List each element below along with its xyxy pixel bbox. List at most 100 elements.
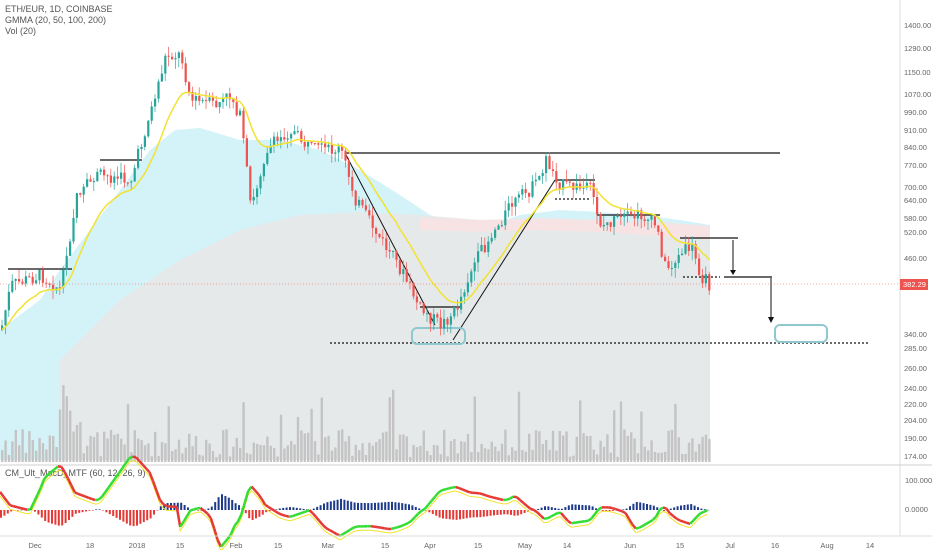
candle-body bbox=[69, 241, 72, 256]
volume-bar bbox=[477, 452, 480, 462]
macd-line-segment bbox=[536, 511, 542, 517]
candle-body bbox=[75, 193, 78, 218]
macd-hist-bar bbox=[673, 507, 676, 510]
candle-body bbox=[439, 317, 442, 329]
candle-body bbox=[456, 306, 459, 310]
candle-body bbox=[633, 213, 636, 219]
price-tick-label: 240.00 bbox=[904, 384, 927, 393]
candle-body bbox=[18, 278, 21, 282]
macd-hist-bar bbox=[428, 510, 431, 513]
macd-line-segment bbox=[621, 510, 627, 515]
macd-hist-bar bbox=[700, 508, 703, 510]
volume-bar bbox=[222, 430, 225, 462]
volume-bar bbox=[157, 456, 160, 462]
volume-bar bbox=[11, 441, 14, 462]
macd-hist-bar bbox=[336, 499, 339, 510]
volume-bar bbox=[211, 450, 215, 462]
candle-body bbox=[82, 186, 85, 195]
candle-body bbox=[687, 244, 690, 251]
macd-line-segment bbox=[515, 496, 522, 502]
volume-bar bbox=[630, 432, 633, 462]
price-tick-label: 260.00 bbox=[904, 364, 927, 373]
macd-line-segment bbox=[0, 491, 5, 498]
macd-line-segment bbox=[407, 519, 413, 525]
macd-line-segment bbox=[138, 460, 144, 466]
candle-body bbox=[194, 95, 197, 101]
time-tick-label: Jul bbox=[725, 541, 735, 550]
macd-line-segment bbox=[417, 509, 423, 515]
macd-hist-bar bbox=[234, 503, 237, 510]
volume-bar bbox=[109, 429, 113, 462]
volume-bar bbox=[626, 435, 629, 462]
macd-hist-bar bbox=[635, 502, 638, 510]
macd-line-segment bbox=[394, 525, 399, 530]
volume-bar bbox=[228, 456, 232, 462]
macd-hist-bar bbox=[238, 505, 240, 510]
macd-line-segment bbox=[499, 497, 504, 502]
macd-hist-bar bbox=[540, 507, 543, 510]
macd-hist-bar bbox=[357, 502, 359, 510]
price-tick-label: 770.00 bbox=[904, 161, 927, 170]
candle-body bbox=[341, 146, 344, 151]
time-tick-label: 18 bbox=[86, 541, 94, 550]
candle-body bbox=[218, 102, 221, 108]
time-tick-label: 14 bbox=[563, 541, 571, 550]
candle-body bbox=[181, 52, 184, 64]
volume-bar bbox=[487, 449, 490, 462]
volume-bar bbox=[548, 449, 551, 462]
price-tick-label: 1070.00 bbox=[904, 90, 931, 99]
macd-line-segment bbox=[60, 465, 66, 473]
macd-line-segment bbox=[434, 491, 440, 498]
candle-body bbox=[7, 291, 10, 311]
macd-line-segment bbox=[243, 490, 250, 503]
macd-hist-bar bbox=[180, 502, 183, 510]
macd-hist-bar bbox=[163, 504, 166, 510]
candle-body bbox=[273, 136, 276, 146]
macd-hist-bar bbox=[282, 507, 285, 510]
price-tick-label: 220.00 bbox=[904, 400, 927, 409]
macd-hist-bar bbox=[476, 510, 478, 518]
candle-body bbox=[313, 143, 316, 145]
macd-line-segment bbox=[87, 496, 93, 501]
volume-bar bbox=[290, 440, 293, 462]
macd-line-segment bbox=[298, 511, 304, 515]
macd-line-segment bbox=[329, 529, 334, 534]
volume-bar bbox=[568, 456, 572, 462]
candle-body bbox=[86, 179, 89, 187]
volume-bar bbox=[609, 452, 612, 462]
macd-line-segment bbox=[608, 506, 613, 510]
macd-line-segment bbox=[641, 522, 647, 528]
candle-body bbox=[106, 175, 109, 177]
candle-body bbox=[551, 169, 554, 172]
macd-line-segment bbox=[13, 505, 18, 509]
volume-bar bbox=[106, 438, 109, 462]
macd-hist-bar bbox=[142, 510, 145, 523]
volume-bar bbox=[596, 454, 599, 462]
macd-hist-bar bbox=[601, 510, 604, 512]
macd-line-segment bbox=[560, 512, 566, 518]
macd-line-segment bbox=[550, 513, 555, 518]
macd-line-segment bbox=[111, 477, 117, 484]
macd-line-segment bbox=[32, 494, 39, 503]
volume-bar bbox=[405, 436, 408, 462]
candle-body bbox=[293, 131, 296, 135]
volume-bar bbox=[239, 447, 242, 462]
macd-hist-bar bbox=[629, 506, 631, 510]
macd-hist-bar bbox=[248, 510, 251, 519]
price-tick-label: 285.00 bbox=[904, 344, 927, 353]
volume-bar bbox=[252, 442, 255, 462]
volume-bar bbox=[619, 401, 623, 462]
macd-hist-bar bbox=[414, 506, 417, 510]
macd-hist-bar bbox=[571, 504, 574, 510]
macd-line-segment bbox=[455, 485, 460, 490]
candle-body bbox=[358, 199, 361, 206]
macd-hist-bar bbox=[591, 506, 594, 510]
macd-hist-bar bbox=[68, 510, 70, 520]
macd-line-segment bbox=[696, 512, 702, 518]
candle-body bbox=[619, 216, 622, 218]
macd-hist-bar bbox=[91, 510, 94, 511]
target-box-2 bbox=[774, 324, 828, 343]
volume-bar bbox=[28, 431, 31, 462]
candle-body bbox=[228, 93, 231, 100]
macd-line-segment bbox=[546, 515, 552, 520]
